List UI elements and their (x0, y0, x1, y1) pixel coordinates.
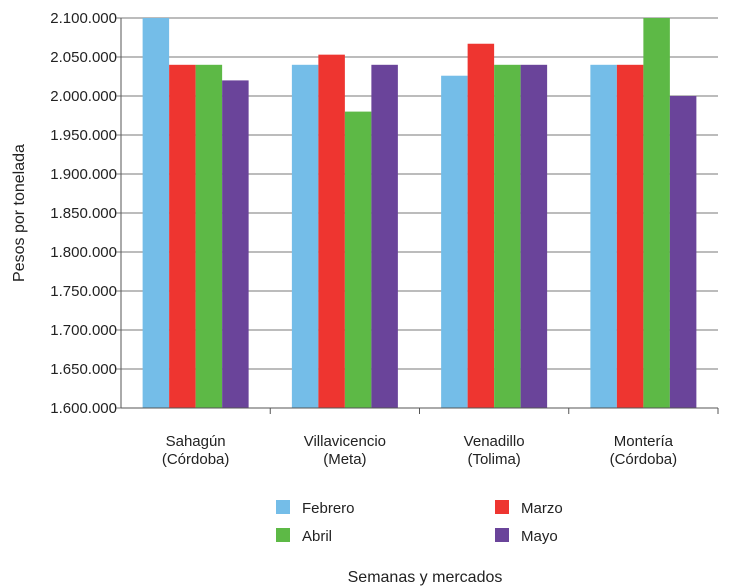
x-axis-label: Semanas y mercados (348, 569, 503, 586)
legend-swatch-marzo (495, 500, 509, 514)
y-tick-label: 2.100.000 (50, 10, 117, 27)
y-tick-label: 2.050.000 (50, 49, 117, 66)
bar-febrero (590, 64, 617, 409)
y-tick-label: 2.000.000 (50, 88, 117, 105)
y-tick-label: 1.700.000 (50, 322, 117, 339)
bar-marzo (616, 64, 644, 409)
category-label: Sahagún (166, 433, 226, 450)
bar-mayo (520, 64, 548, 409)
bar-febrero (142, 18, 170, 408)
y-tick-labels: 1.600.000 1.650.000 1.700.000 1.750.000 1.80… (50, 10, 117, 417)
legend-label-marzo: Marzo (521, 500, 563, 517)
category-label: (Córdoba) (162, 451, 230, 468)
legend-swatch-abril (276, 528, 290, 542)
category-label: Venadillo (464, 433, 525, 450)
legend-label-mayo: Mayo (521, 528, 558, 545)
bar-mayo (222, 80, 249, 409)
category-label: Montería (614, 433, 674, 450)
bar-mayo (669, 96, 697, 408)
bars (142, 18, 697, 409)
category-label: (Tolima) (467, 451, 520, 468)
bar-abril (643, 18, 670, 408)
bar-marzo (467, 43, 495, 409)
legend: Febrero Marzo Abril Mayo (276, 500, 563, 545)
bar-febrero (291, 64, 319, 409)
category-label: (Meta) (323, 451, 366, 468)
bar-abril (195, 64, 223, 409)
legend-swatch-febrero (276, 500, 290, 514)
bar-mayo (371, 64, 398, 409)
y-tick-label: 1.900.000 (50, 166, 117, 183)
bar-abril (344, 111, 372, 408)
y-tick-label: 1.850.000 (50, 205, 117, 222)
y-tick-label: 1.800.000 (50, 244, 117, 261)
category-label: Villavicencio (304, 433, 386, 450)
y-tick-label: 1.950.000 (50, 127, 117, 144)
legend-swatch-mayo (495, 528, 509, 542)
bar-marzo (169, 64, 196, 409)
category-labels: Sahagún(Córdoba)Villavicencio(Meta)Venad… (162, 433, 677, 468)
y-axis-label: Pesos por tonelada (11, 144, 28, 282)
legend-label-abril: Abril (302, 528, 332, 545)
category-label: (Córdoba) (610, 451, 678, 468)
legend-label-febrero: Febrero (302, 500, 355, 517)
bar-abril (494, 64, 521, 409)
y-tick-label: 1.650.000 (50, 361, 117, 378)
bar-febrero (441, 75, 468, 408)
axes (120, 18, 719, 414)
y-tick-label: 1.600.000 (50, 400, 117, 417)
y-tick-label: 1.750.000 (50, 283, 117, 300)
bar-marzo (318, 54, 345, 408)
